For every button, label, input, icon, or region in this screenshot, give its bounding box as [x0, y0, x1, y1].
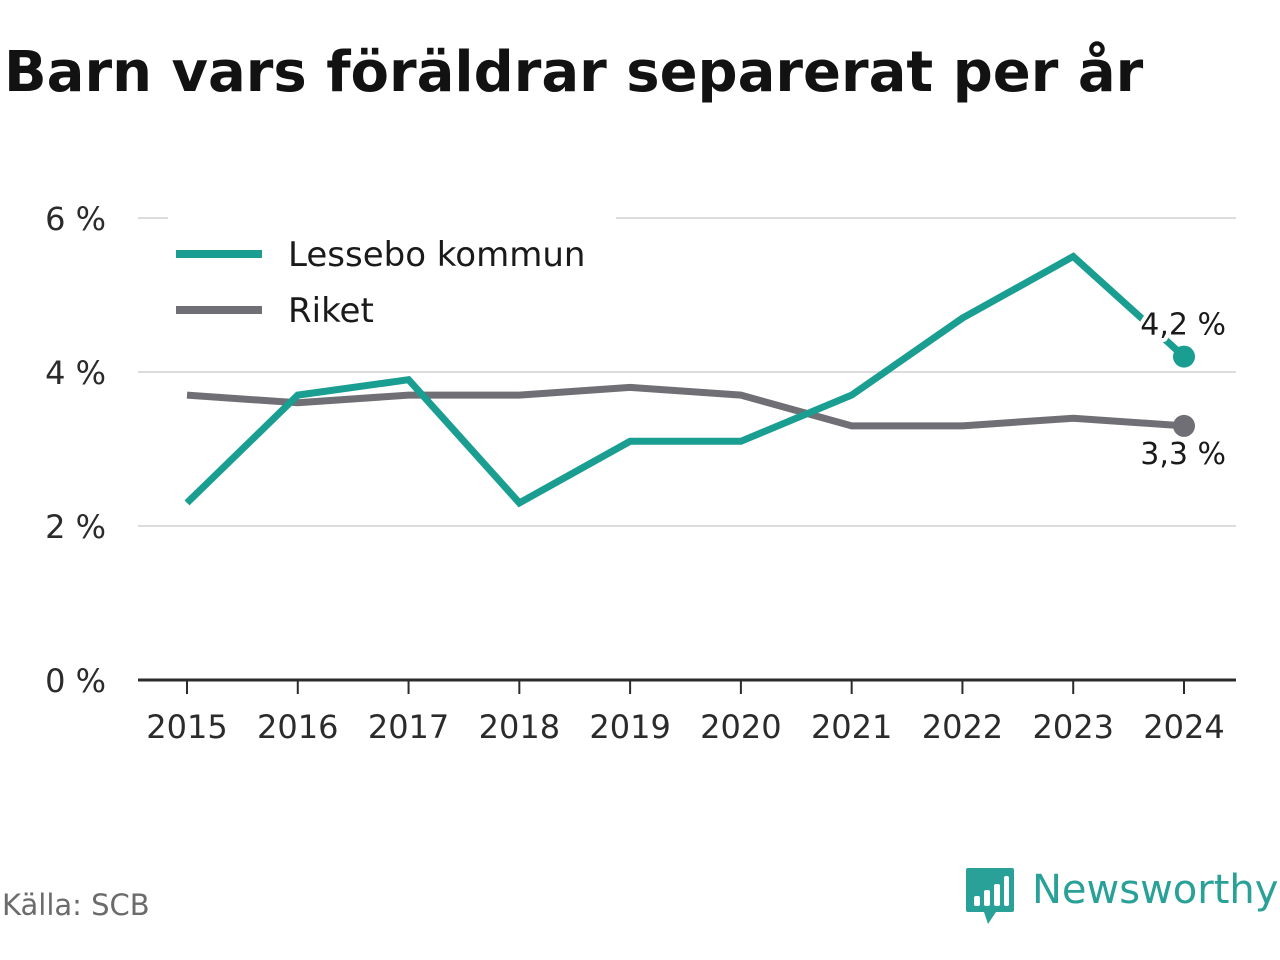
x-tick-label: 2017 [368, 708, 449, 746]
chart-title: Barn vars föräldrar separerat per år [4, 40, 1144, 105]
source-note: Källa: SCB [2, 888, 150, 922]
legend: Lessebo kommun Riket [168, 216, 616, 334]
series-lines [184, 252, 1187, 508]
brand[interactable]: Newsworthy [964, 864, 1278, 928]
end-point [1173, 345, 1195, 368]
legend-background [168, 216, 616, 334]
newsworthy-logo-icon [966, 868, 1014, 924]
end-label-halo: 3,3 % [1140, 437, 1226, 472]
x-tick-label: 2020 [700, 708, 781, 746]
end-label: 4,2 % [1140, 308, 1226, 343]
x-tick-label: 2018 [479, 708, 560, 746]
legend-label: Lessebo kommun [288, 235, 585, 275]
y-tick-label: 6 % [45, 200, 106, 238]
legend-label: Riket [288, 291, 374, 331]
brand-name: Newsworthy [1032, 867, 1279, 913]
end-label-halo: 4,2 % [1140, 308, 1226, 343]
x-tick-label: 2016 [257, 708, 338, 746]
x-tick-label: 2021 [811, 708, 892, 746]
x-tick-label: 2022 [922, 708, 1003, 746]
y-tick-label: 2 % [45, 508, 106, 546]
series-line-lessebo [184, 252, 1187, 508]
end-labels: 4,2 %4,2 %3,3 %3,3 % [1136, 304, 1230, 476]
end-point [1173, 414, 1195, 437]
x-tick-label: 2024 [1143, 708, 1224, 746]
x-tick-label: 2015 [146, 708, 227, 746]
y-tick-label: 0 % [45, 662, 106, 700]
x-axis: 2015 2016 2017 2018 2019 2020 2021 2022 2023 2024 [138, 678, 1236, 746]
series-line-riket [186, 383, 1185, 430]
y-tick-label: 4 % [45, 354, 106, 392]
x-tick-label: 2019 [589, 708, 670, 746]
end-label: 3,3 % [1140, 437, 1226, 472]
y-axis-ticks: 0 % 2 % 4 % 6 % [45, 200, 106, 700]
x-tick-label: 2023 [1033, 708, 1114, 746]
